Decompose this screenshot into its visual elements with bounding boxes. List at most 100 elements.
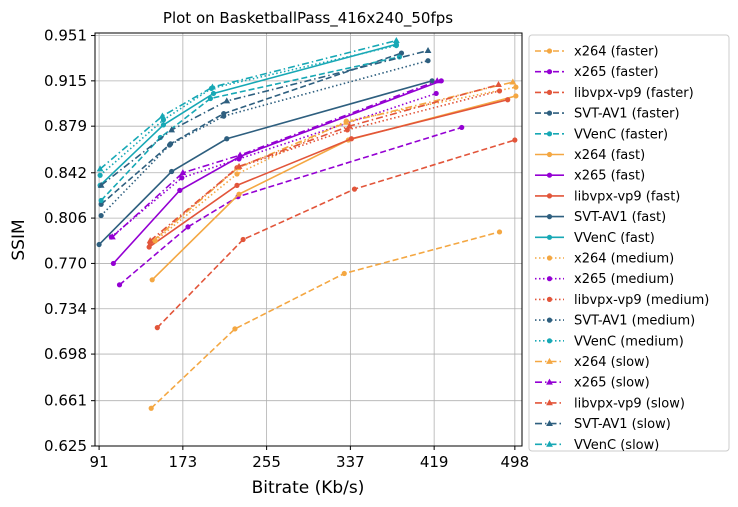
legend-label: libvpx-vp9 (slow) [574,396,685,411]
data-point [169,168,175,175]
data-point [234,182,240,188]
data-point [351,186,358,192]
data-point [393,42,399,49]
data-point [236,151,244,158]
data-point [97,181,105,188]
legend-entry: VVenC (slow) [535,438,659,453]
series-line [148,98,508,248]
data-point [148,405,154,411]
data-point [96,165,104,172]
data-point [424,47,432,54]
data-point [505,97,511,103]
data-point [179,169,187,176]
legend-entry: libvpx-vp9 (medium) [535,293,709,308]
data-point [98,197,104,204]
data-point [433,77,441,84]
data-point [429,78,435,84]
series-3 [98,50,405,207]
data-point [116,282,123,288]
data-point [240,236,246,243]
series-7 [146,97,511,250]
series-19 [96,36,400,172]
data-point [146,237,154,244]
legend-marker [546,338,553,344]
legend-marker [546,172,553,178]
legend-marker [546,214,553,220]
data-point [159,112,166,119]
plot-frame [94,32,523,447]
legend-label: VVenC (fast) [574,231,655,246]
x-tick-label: 498 [501,453,530,471]
series-line [149,83,499,242]
data-point [236,191,242,197]
data-point [149,277,155,283]
legend-label: SVT-AV1 (slow) [574,417,671,432]
x-tick-label: 255 [252,453,281,471]
legend-entry: libvpx-vp9 (fast) [535,189,680,204]
series-12 [147,88,503,246]
legend-label: x264 (fast) [574,148,645,163]
y-tick-label: 0.625 [44,437,87,455]
data-point [496,229,503,235]
legend-label: SVT-AV1 (fast) [574,210,666,225]
legend-label: x265 (fast) [574,169,645,184]
chart-title: Plot on BasketballPass_416x240_50fps [163,9,453,28]
y-tick-label: 0.842 [44,164,87,182]
legend-marker [546,48,553,54]
data-point [459,124,465,131]
series-2 [154,137,518,331]
y-tick-label: 0.698 [44,345,87,363]
legend-frame [528,34,730,452]
legend-marker [546,399,553,406]
x-tick-label: 91 [90,453,109,471]
y-tick-label: 0.951 [44,27,87,45]
legend-label: x265 (faster) [574,65,659,80]
ticks: 91 173 255 337 419 498 0.625 0.661 0.698 0.734 0.7… [44,27,529,471]
data-point [207,95,214,102]
legend-entry: SVT-AV1 (slow) [535,417,671,432]
legend-entry: x264 (faster) [535,45,659,60]
legend-entry: SVT-AV1 (fast) [535,210,666,225]
legend-label: libvpx-vp9 (fast) [574,189,680,204]
data-point [509,78,517,85]
grid [95,33,522,447]
legend-entry: SVT-AV1 (medium) [535,314,695,329]
series-line [100,49,429,186]
series-17 [146,81,502,244]
series-line [100,59,429,217]
legend-marker [546,151,553,158]
data-point [433,90,439,97]
series-1 [116,124,465,288]
legend-marker [546,357,553,364]
data-point [344,127,350,133]
data-point [223,97,231,104]
series-line [118,126,462,286]
legend-label: SVT-AV1 (faster) [574,107,680,122]
series-line [99,39,397,170]
data-point [160,122,167,128]
series-line [98,80,433,246]
y-tick-label: 0.770 [44,254,87,272]
series-8 [96,78,435,248]
y-tick-label: 0.915 [44,72,87,90]
data-point [185,224,191,230]
series-line [149,90,500,244]
data-point [98,201,104,207]
series-line [151,95,517,281]
legend-marker [546,193,553,199]
data-point [108,233,116,240]
series-9 [97,41,399,188]
data-point [154,325,160,331]
legend-entry: x264 (fast) [535,148,645,163]
data-point [513,93,519,99]
legend-entry: SVT-AV1 (faster) [535,107,680,122]
legend-entry: x265 (faster) [535,65,659,80]
data-point [342,118,350,125]
series-14 [97,42,399,178]
series-line [100,56,400,202]
data-point [236,156,242,162]
series-0 [148,229,503,411]
series-line [112,80,442,264]
legend-label: VVenC (faster) [574,127,668,142]
